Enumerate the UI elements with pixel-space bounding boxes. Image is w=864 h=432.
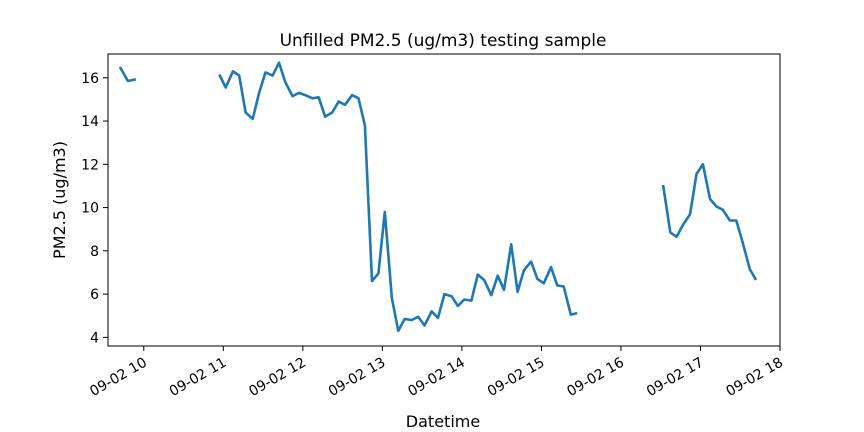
y-tick-label: 12 — [81, 157, 99, 173]
y-tick-label: 8 — [90, 244, 99, 260]
y-tick-label: 4 — [90, 330, 99, 346]
series-line-segment — [218, 61, 578, 333]
series-line-segment — [661, 163, 758, 281]
y-tick-label: 14 — [81, 114, 99, 130]
series-layer — [118, 61, 758, 333]
chart-title: Unfilled PM2.5 (ug/m3) testing sample — [280, 31, 607, 51]
plot-frame — [107, 53, 781, 347]
y-tick-label: 10 — [81, 201, 99, 217]
y-axis: 4 6 8 10 12 14 16 — [81, 71, 108, 346]
y-tick-label: 16 — [81, 71, 99, 87]
series-line-segment — [118, 66, 137, 83]
x-axis-label: Datetime — [406, 412, 480, 431]
y-axis-label: PM2.5 (ug/m3) — [50, 141, 69, 259]
y-tick-label: 6 — [90, 287, 99, 303]
